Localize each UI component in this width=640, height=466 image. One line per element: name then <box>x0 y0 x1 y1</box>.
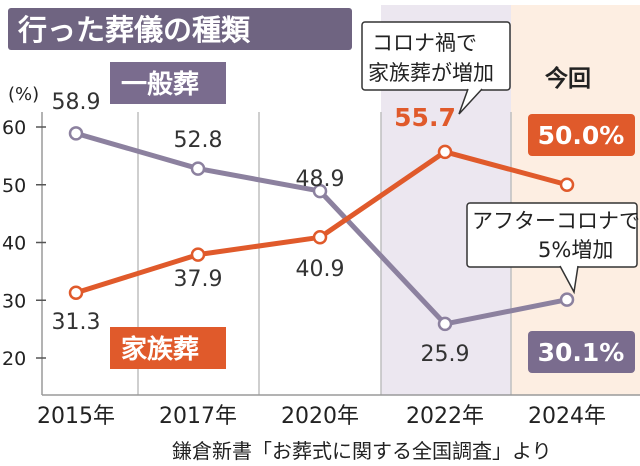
data-labels: 58.9 52.8 48.9 25.9 31.3 37.9 40.9 55.7 50.0% 30.… <box>52 90 635 373</box>
label-family-2022: 55.7 <box>394 103 456 132</box>
after-corona-annotation: アフターコロナで 5%増加 <box>466 202 640 295</box>
label-family: 37.9 <box>174 267 223 292</box>
after-annotation-pointer <box>559 265 579 295</box>
point-family <box>312 230 328 245</box>
point-general <box>190 161 206 176</box>
y-axis-unit: (%) <box>8 84 39 105</box>
current-period-band <box>511 5 640 395</box>
y-tick-label: 40 <box>2 233 26 255</box>
x-tick-label: 2022年 <box>406 404 484 429</box>
point-family <box>68 285 84 300</box>
point-general <box>312 183 328 199</box>
label-general: 25.9 <box>421 342 470 367</box>
point-general <box>559 292 575 307</box>
point-family <box>437 144 453 160</box>
x-tick-label: 2020年 <box>281 404 359 429</box>
corona-annotation: コロナ禍で 家族葬が増加 <box>361 21 511 115</box>
label-general-2024: 30.1% <box>538 338 625 367</box>
y-tick-label: 30 <box>2 290 26 312</box>
general-legend-box <box>110 62 226 104</box>
corona-annotation-box <box>361 21 511 91</box>
family-legend-box <box>110 327 226 369</box>
y-tick-label: 50 <box>2 175 26 197</box>
corona-note-line2: 家族葬が増加 <box>368 61 494 85</box>
legend-general: 一般葬 <box>121 70 199 100</box>
point-general <box>68 126 84 141</box>
x-tick-label: 2017年 <box>159 404 237 429</box>
corona-annotation-pointer <box>458 88 483 115</box>
label-general: 48.9 <box>296 167 345 192</box>
label-family-2024: 50.0% <box>538 121 625 150</box>
x-axis-ticks: 2015年 2017年 2020年 2022年 2024年 <box>37 404 606 429</box>
after-note-line1: アフターコロナで <box>472 209 640 233</box>
label-family: 31.3 <box>52 310 101 335</box>
y-tick-label: 20 <box>2 348 26 370</box>
series-layer <box>68 126 575 332</box>
title-banner <box>8 8 352 50</box>
current-label: 今回 <box>545 65 591 92</box>
point-family <box>190 247 206 262</box>
chart-title: 行った葬儀の種類 <box>17 13 251 47</box>
x-tick-label: 2015年 <box>37 404 115 429</box>
label-general: 52.8 <box>174 128 223 153</box>
point-general <box>437 316 453 332</box>
label-family-2024-box <box>528 114 635 156</box>
source-note: 鎌倉新書「お葬式に関する全国調査」より <box>172 439 552 463</box>
x-tick-label: 2024年 <box>528 404 606 429</box>
legend-family: 家族葬 <box>121 334 199 365</box>
label-general: 58.9 <box>52 90 101 115</box>
y-axis-ticks: 20 30 40 50 60 <box>2 117 46 370</box>
label-general-2024-box <box>528 331 635 373</box>
label-family: 40.9 <box>296 257 345 282</box>
y-tick-label: 60 <box>2 117 26 139</box>
after-annotation-box <box>466 202 638 268</box>
after-note-line2: 5%増加 <box>538 238 613 262</box>
point-family <box>559 177 575 192</box>
corona-note-line1: コロナ禍で <box>372 31 477 55</box>
